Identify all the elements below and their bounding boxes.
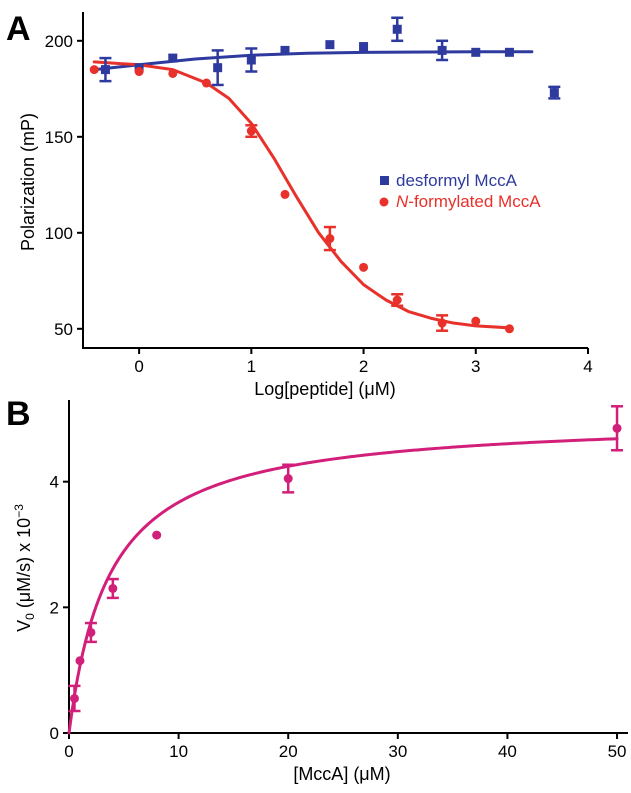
y-tick-label: 150 [45,128,73,147]
data-point [471,47,481,57]
panel-b-y-axis-title: V0 (μM/s) x 10−3 [12,504,37,632]
panel-b-ylabel-sup: −3 [12,504,26,518]
legend-formylated-italic: N [396,192,409,211]
data-point [280,45,290,55]
panel-a-legend: desformyl MccA N-formylated MccA [379,171,541,211]
y-tick-label: 2 [50,598,59,617]
data-point [246,126,256,136]
data-point [325,40,335,50]
data-point [168,68,178,78]
data-point [504,47,514,57]
panel-a-letter: A [6,10,31,48]
fit-curve [92,60,511,330]
x-tick-label: 0 [134,357,143,376]
data-point [89,65,99,75]
x-tick-label: 10 [169,742,188,761]
data-point [100,65,110,75]
data-point [359,42,369,52]
data-point [549,88,559,98]
data-point [108,583,118,593]
data-point [134,67,144,77]
x-tick-label: 1 [247,357,256,376]
data-point [201,78,211,88]
panel-b-letter: B [6,395,31,433]
data-point [392,295,402,305]
panel-b-ylabel-main: V [14,620,34,632]
data-point [280,189,290,199]
data-point [213,63,223,73]
panel-b-fit-curve [67,437,619,735]
legend-formylated-rest: -formylated MccA [408,192,541,211]
legend-formylated-label: N-formylated MccA [396,192,541,211]
y-tick-label: 100 [45,224,73,243]
panel-b-error-bars [68,405,624,713]
data-point [471,316,481,326]
data-point [168,53,178,63]
x-tick-label: 30 [388,742,407,761]
legend-desformyl-label: desformyl MccA [396,171,518,190]
x-tick-label: 50 [608,742,627,761]
x-tick-label: 4 [583,357,592,376]
x-tick-label: 40 [498,742,517,761]
data-point [69,693,79,703]
fit-curve [67,437,619,735]
y-tick-label: 4 [50,473,59,492]
data-point [246,55,256,65]
panel-b-data-points [69,423,622,703]
x-tick-label: 20 [279,742,298,761]
data-point [86,627,96,637]
data-point [612,423,622,433]
data-point [437,318,447,328]
data-point [325,234,335,244]
panel-b-x-axis-title: [MccA] (μM) [293,764,390,784]
panel-b-ylabel-sub: 0 [23,613,37,620]
x-tick-label: 3 [471,357,480,376]
panel-a: A 0 1 2 3 4 50 100 150 200 Log[peptide] (μM) Pol… [6,10,593,399]
fit-curve [92,50,534,72]
y-tick-label: 200 [45,32,73,51]
data-point [75,656,85,666]
data-point [392,24,402,34]
data-point [359,262,369,272]
panel-b-ticks: 0 10 20 30 40 50 0 2 4 [50,473,627,761]
panel-a-x-axis-title: Log[peptide] (μM) [254,379,395,399]
legend-formylated-marker [379,197,389,207]
x-tick-label: 2 [359,357,368,376]
data-point [437,45,447,55]
legend-desformyl-marker [380,176,389,185]
panel-a-y-axis-title: Polarization (mP) [18,113,38,251]
panel-a-fit-curves [92,50,534,330]
panel-a-data-points [89,24,559,334]
x-tick-label: 0 [64,742,73,761]
y-tick-label: 50 [54,320,73,339]
data-point [152,530,162,540]
panel-b-ylabel-rest: (μM/s) x 10 [14,518,34,613]
y-tick-label: 0 [50,724,59,743]
panel-a-ticks: 0 1 2 3 4 50 100 150 200 [45,32,593,376]
data-point [504,324,514,334]
data-point [283,474,293,484]
